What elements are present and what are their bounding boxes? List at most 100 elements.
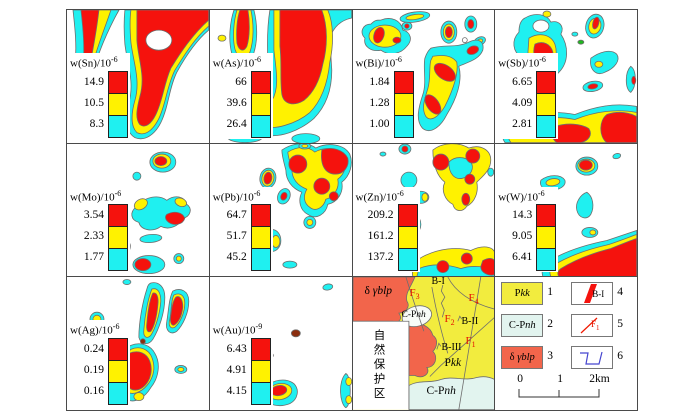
panel-sn: w(Sn)/10-6 14.9 10.5 8.3: [67, 10, 210, 144]
level-high: 0.24: [83, 342, 104, 355]
reserve-boundary-symbol: [580, 352, 603, 365]
level-high: 66: [235, 75, 247, 88]
geo-unit-cpnh-label: C-Pnh: [401, 310, 426, 321]
level-mid: 39.6: [226, 96, 247, 109]
fault-f1-label: F1: [465, 335, 476, 350]
colorbar: [536, 204, 557, 272]
level-high: 209.2: [367, 209, 394, 222]
panel-geologic-map: δ γblp C-Pnh Pkk C-Pnh 自然保护区 F3 F4 F2 F1…: [352, 277, 496, 411]
level-low: 4.15: [226, 384, 247, 397]
legend-swatch-label: δ γblp: [509, 352, 535, 364]
ag-colorbar-legend: w(Ag)/10-6 0.24 0.19 0.16: [69, 320, 130, 406]
panel-pb: w(Pb)/10-6 64.7 51.7 45.2: [209, 143, 353, 278]
level-mid: 4.91: [226, 363, 247, 376]
scale-tick-0: 0: [517, 373, 523, 386]
level-low: 1.77: [83, 251, 104, 264]
level-high: 14.9: [83, 75, 104, 88]
unit-label: w(As)/10: [212, 57, 255, 70]
unit-label: w(Mo)/10: [70, 191, 115, 204]
colorbar: [108, 204, 128, 272]
legend-swatch-reserve-boundary: [571, 346, 614, 370]
level-low: 45.2: [226, 251, 247, 264]
unit-exponent: -6: [395, 55, 402, 64]
colorbar: [250, 204, 271, 272]
level-mid: 1.28: [369, 96, 390, 109]
unit-exponent: -6: [539, 55, 546, 64]
legend-swatch-label: B-I: [592, 288, 605, 299]
level-low: 6.41: [512, 251, 533, 264]
unit-exponent: -6: [253, 188, 261, 198]
legend-number: 1: [547, 286, 553, 299]
level-low: 8.3: [89, 117, 104, 130]
colorbar: [250, 337, 271, 405]
level-mid: 161.2: [367, 230, 394, 243]
unit-label: w(Bi)/10: [355, 57, 396, 70]
panel-sb: w(Sb)/10-6 6.65 4.09 2.81: [495, 10, 638, 144]
orebelt-symbol: [584, 284, 598, 304]
legend-number: 6: [617, 350, 623, 363]
panel-bi: w(Bi)/10-6 1.84 1.28 1.00: [352, 10, 496, 144]
level-mid: 0.19: [83, 363, 104, 376]
legend-number: 5: [617, 318, 623, 331]
mo-anomaly-map: [123, 151, 191, 274]
panel-w: w(W)/10-6 14.3 9.05 6.41: [495, 143, 638, 278]
unit-label: w(W)/10: [498, 191, 538, 204]
sb-colorbar-legend: w(Sb)/10-6 6.65 4.09 2.81: [497, 53, 559, 139]
panel-legend: Pkk 1 C-Pnh 2 δ γblp 3 B-I 4 F1 5 6 0 1 …: [495, 277, 638, 411]
fault-symbol: [580, 317, 598, 334]
level-mid: 9.05: [512, 230, 533, 243]
orebelt-b2-label: B-II: [461, 316, 479, 328]
legend-swatch-cpnh: C-Pnh: [501, 314, 544, 338]
legend-swatch-fault: F1: [571, 314, 614, 338]
nature-reserve-label: 自然保护区: [372, 329, 385, 402]
legend-swatch-label: C-Pnh: [508, 320, 536, 332]
colorbar: [393, 70, 414, 138]
scale-tick-1: 1: [557, 373, 563, 386]
level-mid: 4.09: [512, 96, 533, 109]
unit-label: w(Zn)/10: [355, 191, 398, 204]
level-mid: 51.7: [226, 230, 247, 243]
pb-colorbar-legend: w(Pb)/10-6 64.7 51.7 45.2: [211, 186, 273, 273]
w-anomaly-map: [540, 152, 637, 277]
legend-number: 3: [547, 350, 553, 363]
colorbar: [108, 337, 128, 405]
panel-grid: w(Sn)/10-6 14.9 10.5 8.3 w(As)/10-6 66 3…: [66, 9, 638, 411]
legend-swatch-orebelt: B-I: [571, 282, 614, 306]
unit-exponent: -6: [537, 188, 545, 198]
unit-exponent: -6: [114, 188, 122, 198]
colorbar: [536, 70, 557, 138]
orebelt-b1-label: B-I: [431, 277, 445, 288]
level-mid: 2.33: [83, 230, 104, 243]
ag-anomaly-map: [89, 279, 190, 402]
legend-title: w(Sn)/10-6: [70, 53, 128, 71]
legend-swatch-gblp: δ γblp: [501, 346, 544, 370]
panel-au: w(Au)/10-9 6.43 4.91 4.15: [209, 277, 353, 411]
level-low: 137.2: [367, 251, 394, 264]
colorbar: [250, 70, 271, 138]
level-high: 1.84: [369, 75, 390, 88]
panel-as: w(As)/10-6 66 39.6 26.4: [209, 10, 353, 144]
level-mid: 10.5: [83, 96, 104, 109]
sn-anomaly-map: [72, 10, 209, 140]
fault-f2-label: F2: [444, 313, 455, 328]
zn-colorbar-legend: w(Zn)/10-6 209.2 161.2 137.2: [354, 186, 420, 273]
level-low: 2.81: [512, 117, 533, 130]
fault-f4-label: F4: [468, 292, 479, 307]
unit-exponent: -9: [255, 322, 263, 332]
unit-label: w(Au)/10: [212, 324, 256, 337]
colorbar: [397, 204, 418, 272]
geologic-sketch-map: [352, 277, 495, 410]
w-colorbar-legend: w(W)/10-6 14.3 9.05 6.41: [497, 186, 559, 273]
au-colorbar-legend: w(Au)/10-9 6.43 4.91 4.15: [211, 320, 273, 406]
unit-exponent: -6: [110, 55, 118, 64]
panel-zn: w(Zn)/10-6 209.2 161.2 137.2: [352, 143, 496, 278]
bi-anomaly-map: [361, 11, 486, 132]
mo-colorbar-legend: w(Mo)/10-6 3.54 2.33 1.77: [69, 186, 130, 273]
geo-unit-gblp-label: δ γblp: [364, 285, 393, 298]
level-low: 26.4: [226, 117, 247, 130]
sn-colorbar-legend: w(Sn)/10-6 14.9 10.5 8.3: [69, 53, 130, 139]
level-high: 3.54: [83, 209, 104, 222]
colorbar: [108, 70, 128, 138]
level-low: 0.16: [83, 384, 104, 397]
panel-ag: w(Ag)/10-6 0.24 0.19 0.16: [67, 277, 210, 411]
